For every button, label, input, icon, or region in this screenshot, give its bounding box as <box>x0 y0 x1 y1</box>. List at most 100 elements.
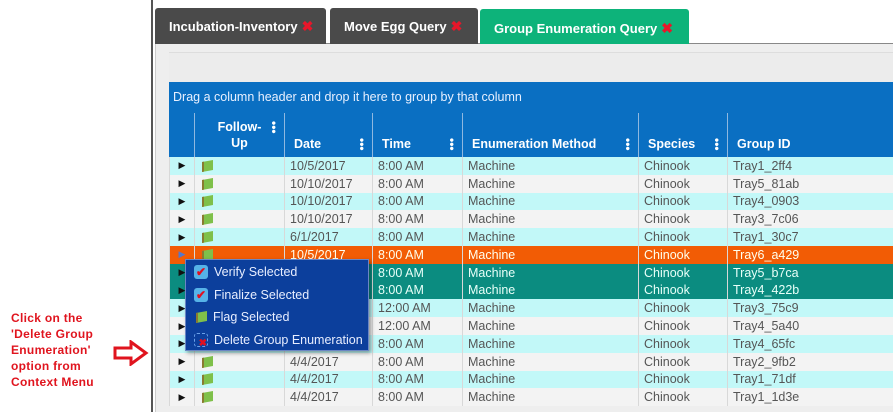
method-cell: Machine <box>462 263 638 282</box>
date-cell: 10/10/2017 <box>284 192 372 211</box>
table-row[interactable]: ▶ 4/4/2017 8:00 AM Machine Chinook Tray1_71df <box>169 370 893 389</box>
expand-icon[interactable]: ▶ <box>169 157 194 175</box>
time-cell: 8:00 AM <box>372 370 462 389</box>
group-id-cell: Tray4_65fc <box>727 334 893 353</box>
checkbox-icon: ✔ <box>194 287 208 302</box>
expand-icon[interactable]: ▶ <box>169 299 194 318</box>
tab-group-enumeration-query[interactable]: Group Enumeration Query ✖ <box>480 9 689 45</box>
group-id-cell: Tray1_71df <box>727 370 893 389</box>
species-cell: Chinook <box>638 334 727 353</box>
close-icon[interactable]: ✖ <box>301 18 314 34</box>
annotation-line: Click on the <box>11 311 83 325</box>
table-row[interactable]: ▶ 10/10/2017 8:00 AM Machine Chinook Tray5_81… <box>169 174 893 193</box>
species-cell: Chinook <box>638 210 727 229</box>
species-cell: Chinook <box>638 157 727 175</box>
table-row[interactable]: ▶ 10/10/2017 8:00 AM Machine Chinook Tray4_09… <box>169 192 893 211</box>
expand-icon[interactable]: ▶ <box>169 192 194 211</box>
flag-icon <box>196 311 207 324</box>
method-cell: Machine <box>462 388 638 407</box>
species-cell: Chinook <box>638 388 727 407</box>
method-cell: Machine <box>462 352 638 371</box>
time-cell: 8:00 AM <box>372 245 462 264</box>
menu-item-verify-selected[interactable]: ✔ Verify Selected <box>186 261 368 284</box>
tab-bar: Incubation-Inventory ✖ Move Egg Query ✖ Gr… <box>155 8 893 45</box>
expand-icon[interactable]: ▶ <box>169 263 194 282</box>
flag-icon[interactable] <box>202 159 213 172</box>
menu-item-finalize-selected[interactable]: ✔ Finalize Selected <box>186 284 368 307</box>
header-date[interactable]: Date ••• <box>284 113 372 157</box>
column-menu-icon[interactable]: ••• <box>621 138 635 151</box>
expand-icon[interactable]: ▶ <box>169 370 194 389</box>
method-cell: Machine <box>462 281 638 300</box>
method-cell: Machine <box>462 334 638 353</box>
header-group-id[interactable]: Group ID <box>727 113 893 157</box>
table-row[interactable]: ▶ 10/10/2017 8:00 AM Machine Chinook Tray3_7c… <box>169 210 893 229</box>
expand-icon[interactable]: ▶ <box>169 317 194 335</box>
header-enumeration-method[interactable]: Enumeration Method ••• <box>462 113 638 157</box>
table-row[interactable]: ▶ 4/4/2017 8:00 AM Machine Chinook Tray1_1d3e <box>169 388 893 407</box>
header-label: Time <box>382 137 411 151</box>
time-cell: 8:00 AM <box>372 281 462 300</box>
expand-icon[interactable]: ▶ <box>169 352 194 371</box>
expand-icon[interactable]: ▶ <box>169 174 194 193</box>
expand-icon[interactable]: ▶ <box>169 388 194 407</box>
flag-icon[interactable] <box>202 213 213 226</box>
tab-label: Move Egg Query <box>344 19 447 34</box>
flag-cell[interactable] <box>194 370 284 389</box>
time-cell: 8:00 AM <box>372 210 462 229</box>
flag-icon[interactable] <box>202 373 213 386</box>
table-row[interactable]: ▶ 4/4/2017 8:00 AM Machine Chinook Tray2_9fb2 <box>169 352 893 371</box>
flag-cell[interactable] <box>194 228 284 246</box>
group-id-cell: Tray5_b7ca <box>727 263 893 282</box>
group-drop-area[interactable]: Drag a column header and drop it here to… <box>169 82 893 113</box>
group-id-cell: Tray6_a429 <box>727 245 893 264</box>
flag-icon[interactable] <box>202 195 213 208</box>
tab-label: Incubation-Inventory <box>169 19 298 34</box>
flag-cell[interactable] <box>194 245 284 264</box>
column-menu-icon[interactable]: ••• <box>355 138 369 151</box>
flag-cell[interactable] <box>194 174 284 193</box>
left-panel: Click on the 'Delete Group Enumeration' … <box>0 0 153 412</box>
table-row[interactable]: ▶ 10/5/2017 8:00 AM Machine Chinook Tray1_2ff… <box>169 157 893 175</box>
column-menu-icon[interactable]: ••• <box>710 138 724 151</box>
flag-cell[interactable] <box>194 210 284 229</box>
expand-icon[interactable]: ▶ <box>169 334 194 353</box>
menu-item-delete-group-enumeration[interactable]: ✖ Delete Group Enumeration <box>186 329 368 351</box>
flag-icon[interactable] <box>202 231 213 244</box>
tab-move-egg-query[interactable]: Move Egg Query ✖ <box>330 8 478 44</box>
flag-cell[interactable] <box>194 388 284 407</box>
flag-icon[interactable] <box>202 391 213 404</box>
expand-icon[interactable]: ▶ <box>169 210 194 229</box>
expand-icon[interactable]: ▶ <box>169 228 194 246</box>
group-id-cell: Tray1_1d3e <box>727 388 893 407</box>
method-cell: Machine <box>462 299 638 318</box>
tab-label: Group Enumeration Query <box>494 21 658 36</box>
content-panel: Drag a column header and drop it here to… <box>155 44 893 412</box>
menu-item-flag-selected[interactable]: Flag Selected <box>186 306 368 329</box>
tab-incubation-inventory[interactable]: Incubation-Inventory ✖ <box>155 8 326 44</box>
menu-item-label: Delete Group Enumeration <box>214 332 363 347</box>
column-menu-icon[interactable]: ••• <box>267 121 281 134</box>
menu-item-label: Finalize Selected <box>214 287 310 302</box>
flag-icon[interactable] <box>202 177 213 190</box>
header-follow-up[interactable]: Follow-Up ••• <box>194 113 284 157</box>
header-species[interactable]: Species ••• <box>638 113 727 157</box>
checkbox-icon: ✔ <box>194 265 208 280</box>
flag-icon[interactable] <box>202 355 213 368</box>
date-cell: 4/4/2017 <box>284 352 372 371</box>
group-id-cell: Tray3_75c9 <box>727 299 893 318</box>
time-cell: 8:00 AM <box>372 192 462 211</box>
header-label: Species <box>648 137 696 151</box>
close-icon[interactable]: ✖ <box>661 20 673 36</box>
flag-cell[interactable] <box>194 157 284 175</box>
time-cell: 8:00 AM <box>372 174 462 193</box>
expand-icon[interactable]: ▶ <box>169 281 194 300</box>
flag-cell[interactable] <box>194 192 284 211</box>
flag-cell[interactable] <box>194 352 284 371</box>
close-icon[interactable]: ✖ <box>450 18 463 34</box>
expand-icon[interactable]: ▶ <box>169 245 194 264</box>
table-row[interactable]: ▶ 6/1/2017 8:00 AM Machine Chinook Tray1_30c7 <box>169 228 893 246</box>
column-menu-icon[interactable]: ••• <box>445 138 459 151</box>
header-time[interactable]: Time ••• <box>372 113 462 157</box>
species-cell: Chinook <box>638 228 727 246</box>
